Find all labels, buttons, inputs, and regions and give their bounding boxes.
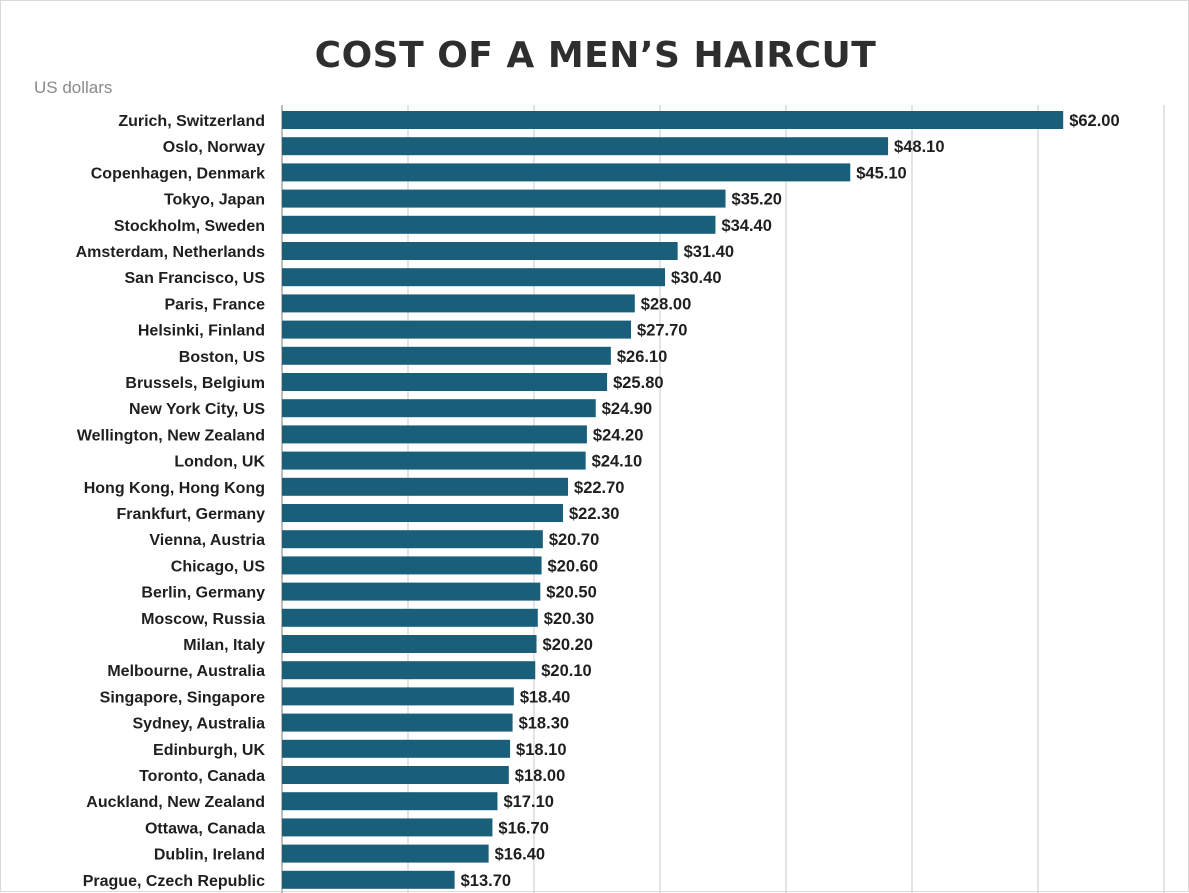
category-label: Amsterdam, Netherlands (76, 244, 265, 261)
value-label: $16.70 (498, 819, 548, 837)
category-label: Zurich, Switzerland (118, 113, 265, 130)
chart-title: COST OF A MEN’S HAIRCUT (314, 35, 877, 76)
category-label: Paris, France (165, 296, 266, 313)
category-label: Milan, Italy (183, 637, 265, 654)
category-label: London, UK (174, 454, 265, 471)
category-label: Moscow, Russia (141, 611, 265, 628)
category-label: Auckland, New Zealand (86, 794, 265, 811)
category-label: Toronto, Canada (139, 768, 265, 785)
bar (282, 373, 608, 391)
value-label: $20.70 (549, 531, 599, 549)
category-label: San Francisco, US (125, 270, 266, 287)
bar (282, 739, 511, 758)
category-label: Vienna, Austria (149, 532, 265, 549)
value-label: $20.60 (548, 557, 598, 575)
value-label: $16.40 (495, 846, 545, 864)
value-label: $17.10 (503, 793, 553, 811)
category-label: Singapore, Singapore (100, 689, 265, 706)
category-label: Hong Kong, Hong Kong (84, 480, 265, 497)
bar (282, 425, 587, 444)
value-label: $30.40 (671, 269, 721, 287)
unit-label: US dollars (34, 78, 113, 97)
bar (282, 530, 543, 549)
bar (282, 582, 541, 601)
bar (282, 844, 489, 863)
value-label: $18.40 (520, 688, 570, 706)
bar (282, 608, 538, 627)
bar (282, 268, 666, 287)
bar (282, 818, 493, 837)
bar (282, 477, 569, 496)
bar (282, 294, 635, 313)
bar (282, 320, 632, 339)
category-label: Prague, Czech Republic (83, 873, 265, 890)
category-label: New York City, US (129, 401, 265, 418)
bar (282, 870, 455, 889)
value-label: $28.00 (641, 295, 691, 313)
category-label: Stockholm, Sweden (114, 218, 265, 235)
bar (282, 137, 889, 156)
category-label: Sydney, Australia (133, 716, 266, 733)
value-label: $27.70 (637, 322, 687, 340)
category-label: Oslo, Norway (163, 139, 265, 156)
category-label: Helsinki, Finland (138, 323, 265, 340)
value-label: $31.40 (684, 243, 734, 261)
category-label: Ottawa, Canada (145, 820, 265, 837)
gridlines (407, 105, 1165, 893)
category-label: Berlin, Germany (141, 585, 265, 602)
bar (282, 504, 563, 522)
category-label: Copenhagen, Denmark (91, 165, 265, 182)
bar (282, 792, 498, 811)
value-label: $25.80 (613, 374, 663, 392)
bar (282, 635, 537, 653)
value-label: $18.00 (515, 767, 565, 785)
value-label: $45.10 (856, 164, 906, 182)
value-label: $20.50 (546, 584, 596, 602)
value-label: $24.10 (592, 453, 642, 471)
category-label: Chicago, US (171, 558, 266, 575)
value-label: $35.20 (732, 191, 782, 209)
bar (282, 399, 596, 418)
value-label: $22.30 (569, 505, 619, 523)
value-label: $18.30 (519, 715, 569, 733)
bars: Zurich, Switzerland $62.00 Oslo, Norway $48… (76, 111, 1120, 890)
bar (282, 111, 1064, 129)
category-label: Dublin, Ireland (154, 847, 265, 864)
category-label: Edinburgh, UK (153, 742, 265, 759)
bar (282, 242, 678, 260)
bar (282, 766, 509, 784)
category-label: Brussels, Belgium (125, 375, 265, 392)
bar (282, 661, 536, 680)
value-label: $20.10 (541, 662, 591, 680)
value-label: $18.10 (516, 741, 566, 759)
bar (282, 451, 586, 470)
value-label: $24.20 (593, 426, 643, 444)
value-label: $20.20 (543, 636, 593, 654)
bar (282, 687, 514, 706)
category-label: Frankfurt, Germany (117, 506, 266, 523)
value-label: $22.70 (574, 479, 624, 497)
category-label: Melbourne, Australia (107, 663, 265, 680)
value-label: $62.00 (1069, 112, 1119, 130)
value-label: $26.10 (617, 348, 667, 366)
value-label: $13.70 (461, 872, 511, 890)
category-label: Tokyo, Japan (164, 192, 265, 209)
value-label: $34.40 (721, 217, 771, 235)
value-label: $48.10 (894, 138, 944, 156)
value-label: $20.30 (544, 610, 594, 628)
bar (282, 215, 716, 234)
bar (282, 163, 851, 182)
bar (282, 556, 542, 575)
value-label: $24.90 (602, 400, 652, 418)
bar (282, 346, 611, 365)
category-label: Boston, US (179, 349, 266, 366)
bar (282, 189, 726, 208)
bar (282, 713, 513, 732)
category-label: Wellington, New Zealand (77, 427, 265, 444)
